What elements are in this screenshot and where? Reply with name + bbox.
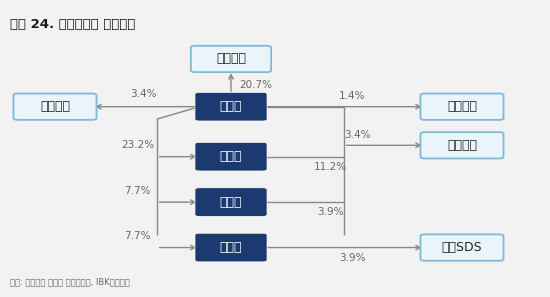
Text: 이서현: 이서현 [220, 241, 242, 254]
Text: 20.7%: 20.7% [239, 80, 272, 90]
Text: 23.2%: 23.2% [121, 140, 154, 150]
FancyBboxPatch shape [195, 92, 267, 121]
FancyBboxPatch shape [420, 234, 504, 261]
FancyBboxPatch shape [420, 132, 504, 159]
Text: 이재용: 이재용 [220, 150, 242, 163]
Text: 3.4%: 3.4% [130, 89, 156, 99]
Text: 삼성물산: 삼성물산 [447, 100, 477, 113]
FancyBboxPatch shape [195, 188, 267, 217]
Text: 그림 24. 제일모직의 최대주주: 그림 24. 제일모직의 최대주주 [10, 18, 135, 31]
Text: 삼성생명: 삼성생명 [216, 53, 246, 65]
Text: 이부진: 이부진 [220, 196, 242, 208]
FancyBboxPatch shape [420, 94, 504, 120]
Text: 3.9%: 3.9% [339, 253, 365, 263]
FancyBboxPatch shape [195, 142, 267, 171]
Text: 삼성SDS: 삼성SDS [442, 241, 482, 254]
Text: 자료: 삼성그룹 계열사 사업보고서, IBK투자증권: 자료: 삼성그룹 계열사 사업보고서, IBK투자증권 [10, 278, 130, 287]
Text: 제일모직: 제일모직 [40, 100, 70, 113]
Text: 3.9%: 3.9% [317, 207, 343, 217]
Text: 삼성전자: 삼성전자 [447, 139, 477, 152]
Text: 1.4%: 1.4% [339, 91, 365, 102]
Text: 7.7%: 7.7% [124, 231, 151, 241]
FancyBboxPatch shape [13, 94, 97, 120]
Text: 3.4%: 3.4% [344, 130, 371, 140]
FancyBboxPatch shape [191, 46, 271, 72]
Text: 11.2%: 11.2% [314, 162, 346, 172]
Text: 이건희: 이건희 [220, 100, 242, 113]
Text: 7.7%: 7.7% [124, 186, 151, 196]
FancyBboxPatch shape [195, 233, 267, 262]
